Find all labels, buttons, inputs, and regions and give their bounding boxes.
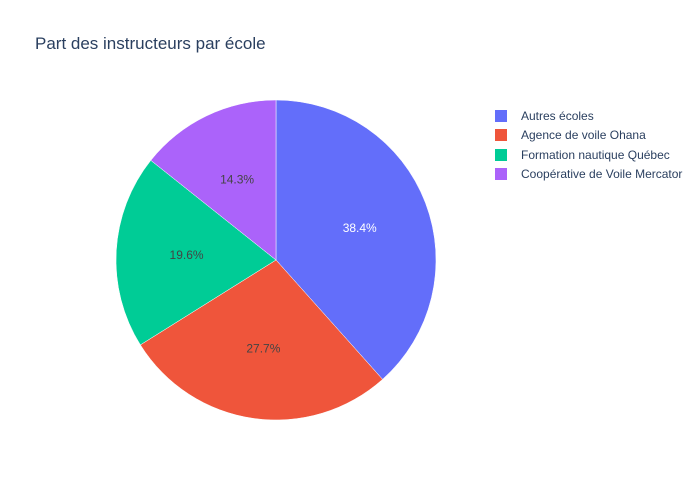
legend-item-formation-nautique-quebec[interactable]: Formation nautique Québec bbox=[495, 145, 682, 165]
pie-slice-formation-nautique-quebec[interactable] bbox=[115, 160, 277, 346]
legend-swatch bbox=[495, 168, 507, 181]
legend-item-agence-de-voile-ohana[interactable]: Agence de voile Ohana bbox=[495, 126, 682, 146]
legend-item-cooperative-de-voile-mercator[interactable]: Coopérative de Voile Mercator bbox=[495, 165, 682, 185]
legend-label: Formation nautique Québec bbox=[521, 147, 670, 162]
legend: Autres écoles Agence de voile Ohana Format… bbox=[495, 106, 682, 184]
legend-label: Autres écoles bbox=[521, 108, 594, 123]
slice-label-agence-de-voile-ohana: 27.7% bbox=[246, 342, 280, 356]
slice-label-cooperative-de-voile-mercator: 14.3% bbox=[220, 172, 254, 186]
pie-slice-agence-de-voile-ohana[interactable] bbox=[140, 259, 383, 421]
pie-slice-labels: 38.4% 27.7% 19.6% 14.3% bbox=[170, 172, 378, 355]
chart-title: Part des instructeurs par école bbox=[35, 34, 266, 53]
pie-slice-cooperative-de-voile-mercator[interactable] bbox=[150, 99, 277, 261]
slice-label-formation-nautique-quebec: 19.6% bbox=[170, 248, 204, 262]
legend-swatch bbox=[495, 148, 507, 161]
slice-label-autres-ecoles: 38.4% bbox=[343, 221, 377, 235]
legend-swatch bbox=[495, 129, 507, 142]
legend-item-autres-ecoles[interactable]: Autres écoles bbox=[495, 106, 682, 126]
legend-swatch bbox=[495, 109, 507, 122]
legend-label: Agence de voile Ohana bbox=[521, 128, 646, 143]
pie-slice-autres-ecoles[interactable] bbox=[275, 99, 437, 380]
pie-slices bbox=[115, 99, 437, 421]
legend-label: Coopérative de Voile Mercator bbox=[521, 167, 683, 182]
